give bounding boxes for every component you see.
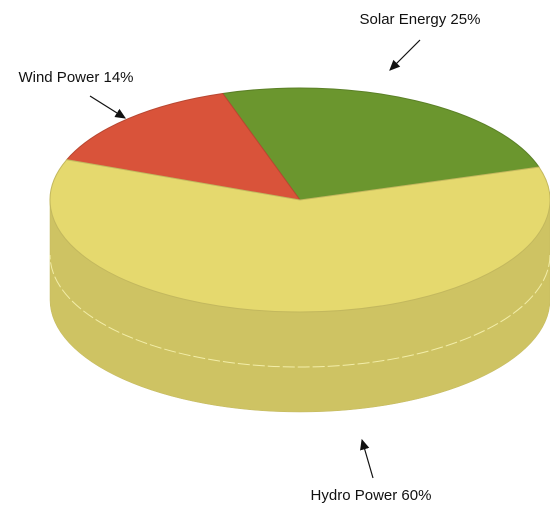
label-value: 14% [104, 69, 134, 86]
label-name: Solar Energy [360, 11, 447, 28]
slice [49, 159, 550, 313]
slice-label: Hydro Power 60% [311, 487, 432, 504]
slice [221, 87, 540, 201]
slice-label: Wind Power 14% [18, 69, 133, 86]
label-name: Hydro Power [311, 487, 398, 504]
label-arrow [389, 39, 421, 71]
label-arrow [89, 95, 127, 119]
label-name: Wind Power [18, 69, 99, 86]
label-value: 60% [401, 487, 431, 504]
label-arrow [360, 438, 374, 479]
slice-label: Solar Energy 25% [360, 11, 481, 28]
slice [65, 92, 302, 201]
label-value: 25% [450, 11, 480, 28]
side-band [49, 254, 550, 368]
